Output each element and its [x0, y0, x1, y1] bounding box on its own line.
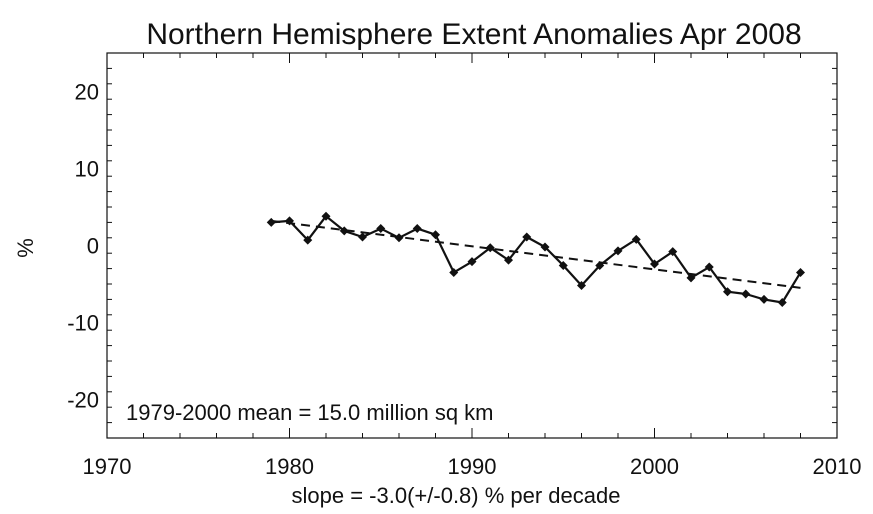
data-point: [595, 261, 605, 271]
data-point: [577, 281, 586, 291]
data-point: [376, 224, 386, 234]
data-point: [741, 289, 751, 299]
data-point: [704, 262, 714, 272]
x-tick-label: 1990: [448, 454, 497, 479]
data-point: [522, 232, 532, 242]
anomaly-line: [271, 215, 802, 304]
tick-labels: 1970 1980 1990 2000 2010 -20 -10 0 10 20: [67, 80, 861, 480]
data-point: [321, 211, 331, 221]
y-tick-label: -10: [67, 311, 99, 336]
x-tick-label: 2010: [813, 454, 862, 479]
trend-line: [271, 219, 801, 289]
axis-ticks: [106, 52, 838, 439]
data-point: [303, 235, 313, 245]
data-point: [412, 224, 422, 234]
data-point: [266, 217, 276, 227]
y-tick-label: 0: [87, 234, 99, 259]
y-tick-label: -20: [67, 388, 99, 413]
x-tick-label: 1980: [265, 454, 314, 479]
x-axis-label: slope = -3.0(+/-0.8) % per decade: [292, 483, 621, 508]
data-point: [759, 294, 769, 304]
y-tick-label: 10: [75, 157, 99, 182]
data-point: [504, 255, 513, 265]
data-point: [686, 273, 696, 283]
data-point: [467, 257, 477, 267]
data-point: [485, 243, 495, 253]
data-point: [558, 261, 568, 271]
data-point: [796, 267, 805, 277]
mean-annotation: 1979-2000 mean = 15.0 million sq km: [126, 400, 494, 425]
data-point: [613, 246, 623, 256]
data-point: [431, 230, 440, 240]
x-tick-label: 1970: [83, 454, 132, 479]
data-point: [650, 259, 659, 269]
data-point: [631, 234, 641, 244]
series-group: [266, 211, 805, 307]
chart-title: Northern Hemisphere Extent Anomalies Apr…: [146, 18, 801, 51]
data-point: [394, 233, 404, 243]
data-point: [339, 226, 349, 236]
data-point: [285, 216, 294, 226]
data-point: [540, 242, 550, 252]
data-point: [449, 267, 459, 277]
y-axis-label: %: [13, 238, 38, 258]
data-point: [777, 297, 787, 307]
data-point: [723, 287, 732, 297]
data-point: [358, 232, 367, 242]
y-tick-label: 20: [75, 80, 99, 105]
x-tick-label: 2000: [630, 454, 679, 479]
data-point: [668, 247, 678, 257]
